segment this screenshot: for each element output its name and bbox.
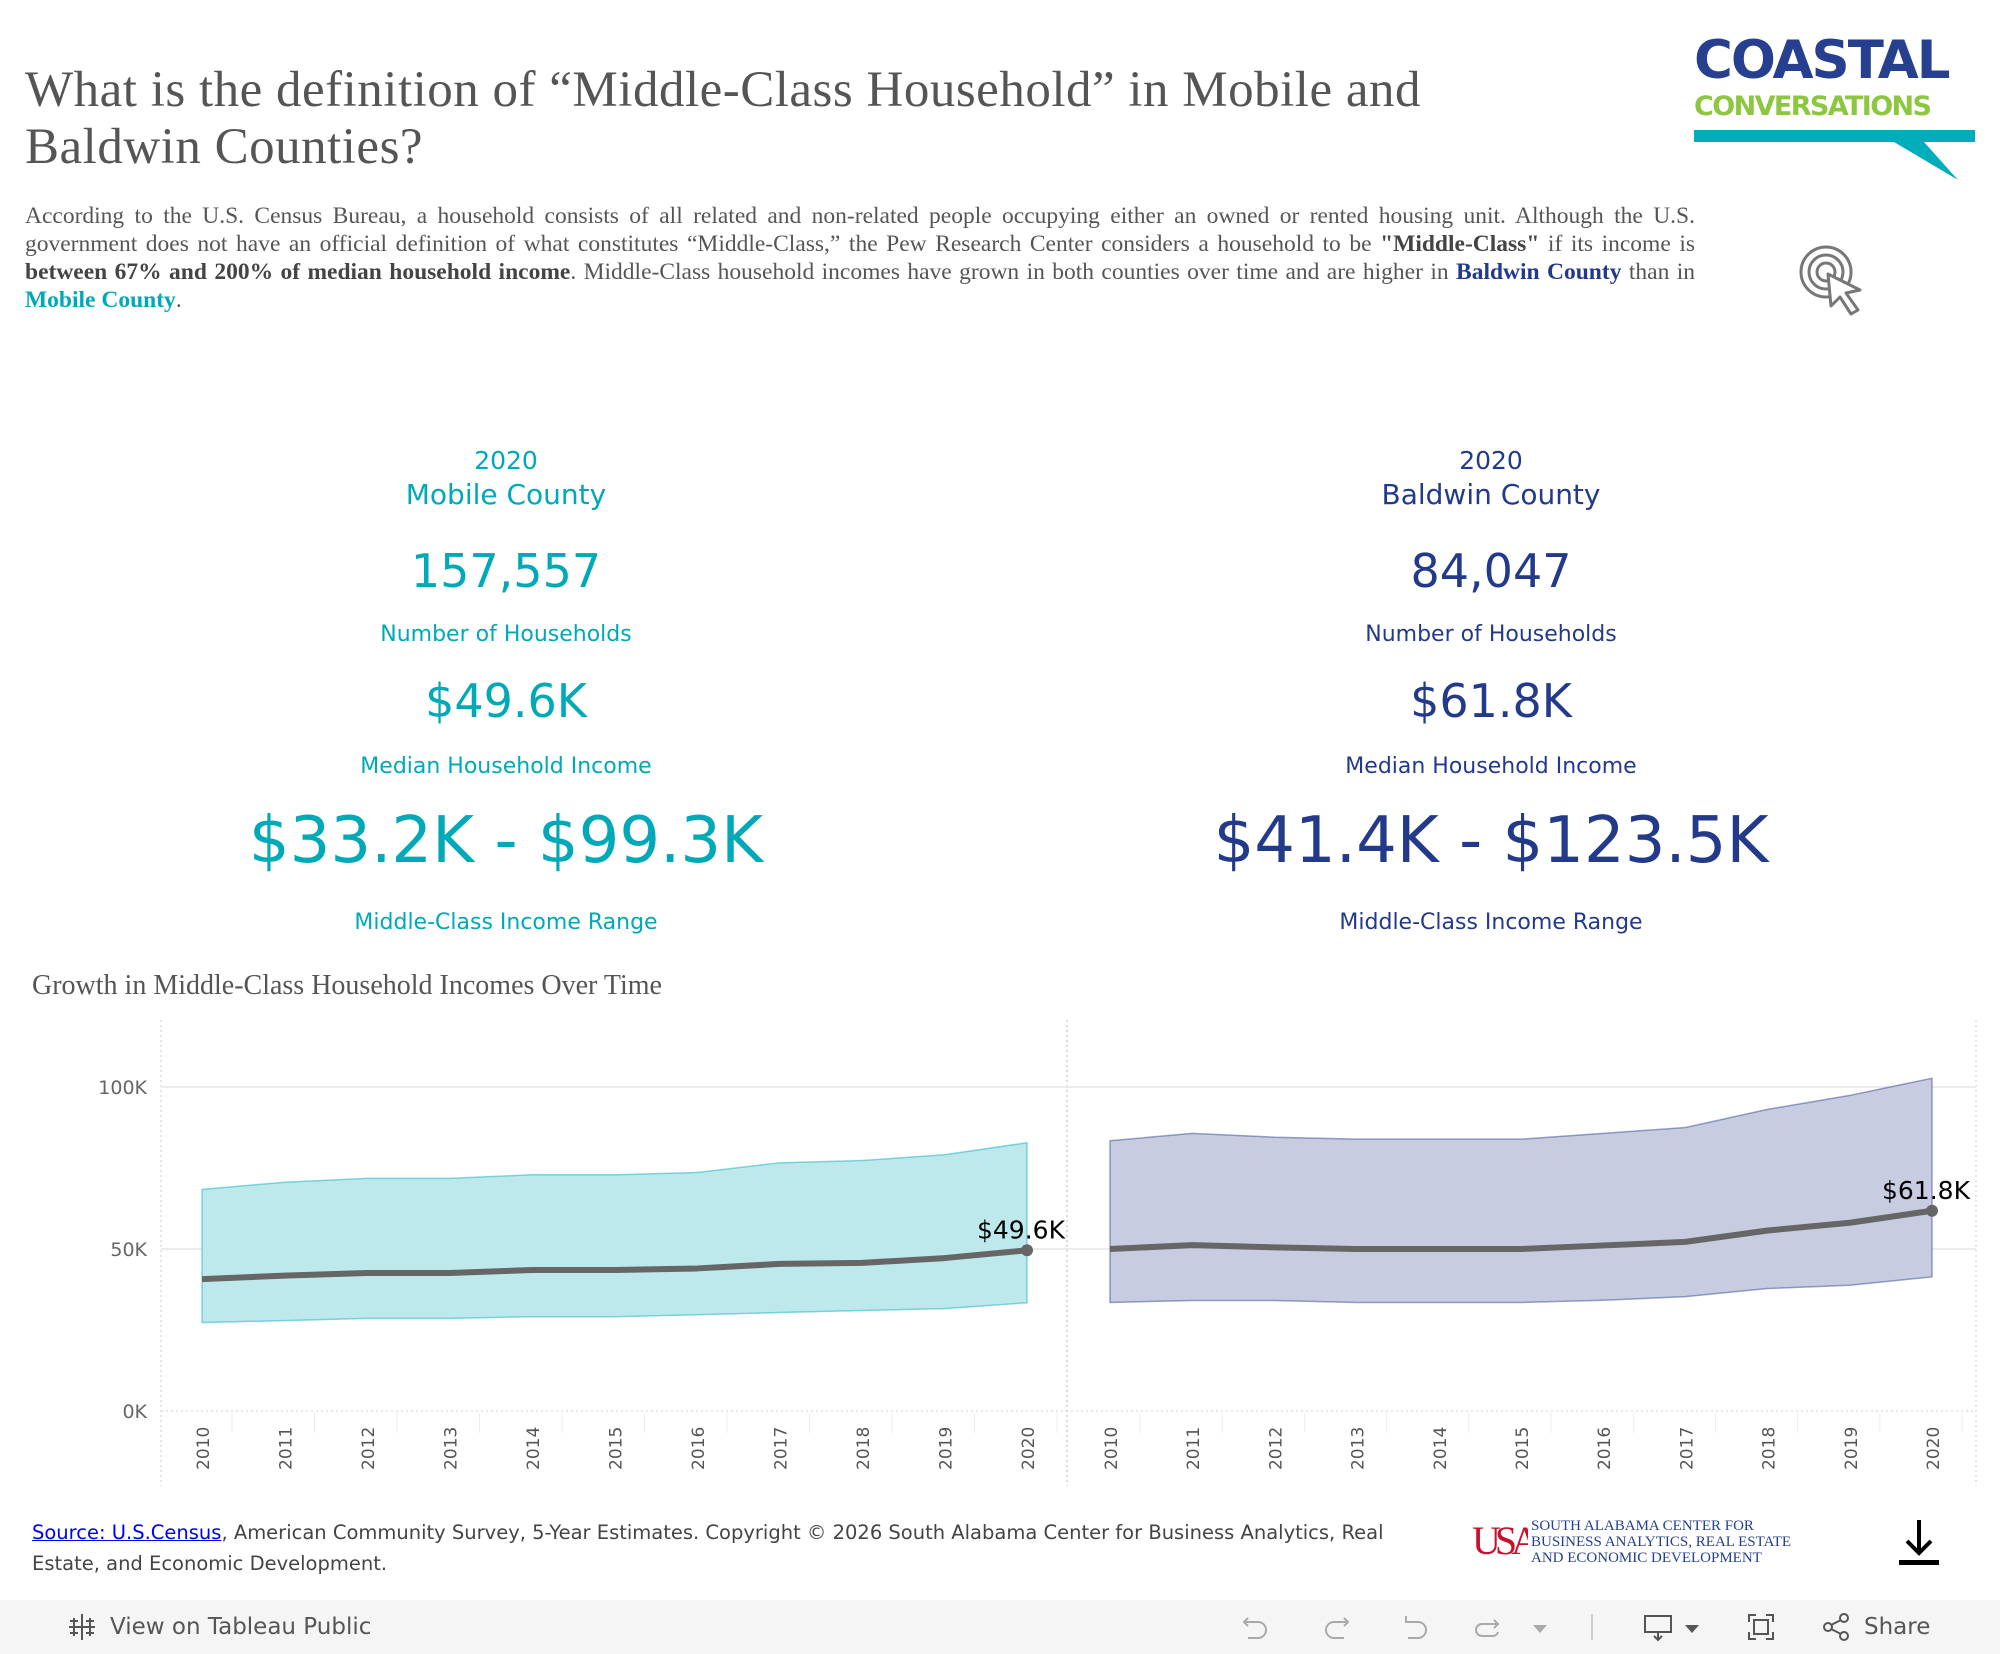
intro-paragraph: According to the U.S. Census Bureau, a h…: [25, 202, 1695, 314]
y-tick-label: 0K: [122, 1401, 147, 1423]
x-tick-label: 2013: [1349, 1427, 1369, 1470]
intro-mobile: Mobile County: [25, 287, 176, 313]
end-value-label: $49.6K: [977, 1215, 1066, 1244]
view-on-tableau-link[interactable]: View on Tableau Public: [110, 1614, 372, 1640]
source-text: , American Community Survey, 5-Year Esti…: [32, 1521, 1384, 1575]
coastal-conversations-logo: COASTAL CONVERSATIONS: [1694, 30, 1979, 185]
x-tick-label: 2014: [1431, 1427, 1451, 1470]
footer-source: Source: U.S.Census, American Community S…: [32, 1517, 1452, 1579]
income-growth-chart: 0K 50K 100K $49.6K 2010 2011 2012 2013 2014 2015 2…: [98, 1020, 1977, 1486]
device-dropdown-icon[interactable]: [1684, 1624, 1700, 1634]
usa-text-line: BUSINESS ANALYTICS, REAL ESTATE: [1531, 1534, 1792, 1550]
intro-text: According to the U.S. Census Bureau, a h…: [25, 203, 1695, 257]
toolbar-divider: [1591, 1614, 1593, 1640]
end-value-label: $61.8K: [1882, 1176, 1971, 1205]
source-link[interactable]: Source: U.S.Census: [32, 1521, 222, 1544]
share-icon[interactable]: [1820, 1612, 1852, 1642]
fullscreen-icon[interactable]: [1745, 1612, 1777, 1642]
x-tick-label: 2018: [1760, 1427, 1780, 1470]
intro-text: . Middle-Class household incomes have gr…: [570, 259, 1457, 285]
kpi-median-label: Median Household Income: [1345, 754, 1637, 779]
kpi-range: $33.2K - $99.3K: [248, 804, 764, 878]
intro-text: if its income is: [1539, 231, 1695, 257]
intro-bold-middle-class: "Middle-Class": [1380, 231, 1540, 257]
x-tick-label: 2020: [1924, 1427, 1944, 1470]
kpi-households-label: Number of Households: [380, 622, 632, 647]
kpi-households: 84,047: [1410, 544, 1572, 598]
page-title: What is the definition of “Middle-Class …: [25, 62, 1422, 175]
median-point: [1926, 1204, 1938, 1217]
y-tick-label: 50K: [110, 1239, 147, 1261]
income-range-band: [201, 1141, 1028, 1324]
kpi-range-label: Middle-Class Income Range: [354, 910, 658, 935]
intro-text: .: [175, 287, 182, 313]
svg-text:USA: USA: [1472, 1518, 1528, 1562]
x-tick-label: 2015: [1513, 1427, 1533, 1470]
x-tick-label: 2012: [1266, 1427, 1286, 1470]
logo-line2: CONVERSATIONS: [1694, 91, 1932, 122]
intro-bold-range: between 67% and 200% of median household…: [25, 259, 571, 285]
x-tick-label: 2019: [937, 1427, 957, 1470]
x-tick-label: 2011: [277, 1427, 297, 1470]
x-tick-label: 2014: [524, 1427, 544, 1470]
kpi-county: Baldwin County: [1381, 478, 1601, 511]
pause-dropdown-icon[interactable]: [1532, 1624, 1548, 1634]
x-tick-label: 2016: [689, 1427, 709, 1470]
undo-icon[interactable]: [1240, 1612, 1272, 1642]
y-tick-label: 100K: [98, 1077, 147, 1099]
kpi-range: $41.4K - $123.5K: [1213, 804, 1769, 878]
x-tick-label: 2018: [854, 1427, 874, 1470]
kpi-median-label: Median Household Income: [360, 754, 652, 779]
kpi-year: 2020: [474, 446, 538, 475]
intro-text: than in: [1621, 259, 1695, 285]
x-tick-label: 2011: [1184, 1427, 1204, 1470]
share-button[interactable]: Share: [1864, 1614, 1931, 1640]
download-icon[interactable]: [1894, 1516, 1944, 1568]
x-tick-label: 2017: [1677, 1427, 1697, 1470]
x-tick-label: 2010: [1102, 1427, 1122, 1470]
intro-baldwin: Baldwin County: [1456, 259, 1622, 285]
revert-icon[interactable]: [1400, 1612, 1432, 1642]
tableau-logo-icon[interactable]: [66, 1612, 98, 1642]
speech-bubble-icon: [1694, 130, 1975, 180]
x-tick-label: 2010: [194, 1427, 214, 1470]
redo-icon[interactable]: [1320, 1612, 1352, 1642]
chart-title: Growth in Middle-Class Household Incomes…: [32, 970, 662, 1001]
x-tick-label: 2019: [1842, 1427, 1862, 1470]
device-layout-icon[interactable]: [1642, 1612, 1674, 1642]
kpi-range-label: Middle-Class Income Range: [1339, 910, 1643, 935]
kpi-year: 2020: [1459, 446, 1523, 475]
x-tick-label: 2015: [607, 1427, 627, 1470]
x-tick-label: 2017: [772, 1427, 792, 1470]
median-point: [1021, 1244, 1033, 1257]
kpi-median: $49.6K: [425, 674, 587, 728]
kpi-households: 157,557: [410, 544, 602, 598]
kpi-county: Mobile County: [405, 478, 607, 511]
x-tick-label: 2013: [442, 1427, 462, 1470]
income-range-band: [1109, 1077, 1933, 1304]
pointer-click-icon[interactable]: [1798, 244, 1872, 318]
refresh-icon[interactable]: [1472, 1612, 1504, 1642]
kpi-households-label: Number of Households: [1365, 622, 1617, 647]
usa-logo: USA: [1472, 1518, 1528, 1562]
x-tick-label: 2020: [1019, 1427, 1039, 1470]
logo-line1: COASTAL: [1694, 30, 1951, 91]
kpi-median: $61.8K: [1410, 674, 1572, 728]
usa-text-line: AND ECONOMIC DEVELOPMENT: [1531, 1550, 1762, 1566]
tableau-toolbar: View on Tableau Public Share: [0, 1600, 2000, 1654]
usa-center-name: SOUTH ALABAMA CENTER FOR BUSINESS ANALYT…: [1531, 1518, 1791, 1566]
x-tick-label: 2016: [1595, 1427, 1615, 1470]
usa-text-line: SOUTH ALABAMA CENTER FOR: [1531, 1518, 1754, 1534]
x-tick-label: 2012: [359, 1427, 379, 1470]
